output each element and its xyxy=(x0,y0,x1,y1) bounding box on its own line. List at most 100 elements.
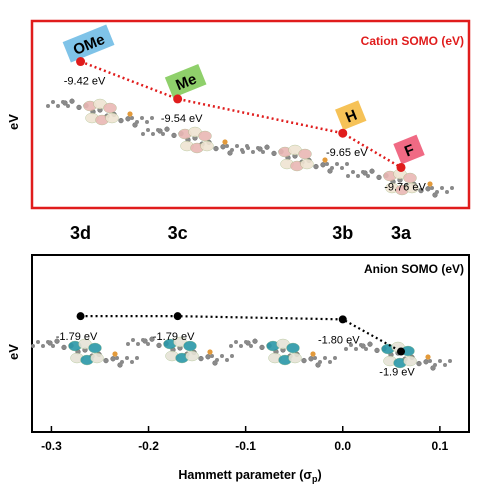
anion-y-axis-label: eV xyxy=(6,344,21,360)
compound-label: 3b xyxy=(332,223,353,243)
anion-data-point xyxy=(397,347,406,356)
substituent-tag: OMe xyxy=(62,24,115,63)
anion-energy-label: -1.79 eV xyxy=(56,331,98,343)
cation-molecule-phosphorus-atom xyxy=(322,157,328,163)
cation-molecule-atom xyxy=(230,148,234,152)
anion-molecule-atom xyxy=(210,354,214,358)
cation-molecule-atom xyxy=(271,150,277,157)
cation-trend-line xyxy=(80,60,402,169)
cation-molecule-atom xyxy=(366,174,370,178)
anion-molecule-atom xyxy=(229,344,233,348)
cation-molecule-atom xyxy=(330,166,334,170)
cation-molecule-atom xyxy=(76,104,82,111)
anion-plot-frame xyxy=(31,254,470,433)
anion-energy-label: -1.80 eV xyxy=(318,334,360,346)
anion-somo-panel: Anion SOMO (eV) eV -1.79 eV -1.79 eV -1.80… xyxy=(6,254,470,484)
anion-molecule-orbital-lobe xyxy=(403,355,417,367)
cation-molecule-atom xyxy=(130,116,134,120)
cation-molecule-atom xyxy=(335,162,339,166)
anion-data-point xyxy=(173,312,182,321)
anion-molecule-atom xyxy=(126,342,130,346)
cation-molecule-atom xyxy=(135,120,139,124)
anion-molecule-atom xyxy=(367,341,373,347)
x-tick-label: 0.1 xyxy=(432,439,449,453)
compound-labels: 3d 3c 3b 3a xyxy=(70,223,412,243)
cation-molecule-orbital-lobe xyxy=(403,172,417,184)
anion-trend-line xyxy=(80,315,402,353)
cation-molecule-phosphorus-atom xyxy=(127,111,133,117)
substituent-tag-box xyxy=(335,100,367,131)
anion-molecule-orbital-lobe xyxy=(88,342,102,354)
anion-molecule-orbital-lobe xyxy=(185,350,199,362)
cation-molecule-orbital-lobe xyxy=(198,130,212,142)
anion-molecule-atom xyxy=(120,360,124,364)
x-axis: -0.3 -0.2 -0.1 0.0 0.1 xyxy=(41,426,449,453)
cation-panel-title: Cation SOMO (eV) xyxy=(361,34,464,48)
anion-molecule-atom xyxy=(443,363,447,367)
anion-molecule-atom xyxy=(156,342,162,349)
cation-molecule-atom xyxy=(220,144,226,150)
substituent-tag-box xyxy=(393,134,425,165)
cation-energy-label: -9.54 eV xyxy=(161,113,203,125)
anion-molecule-atom xyxy=(438,359,442,363)
anion-molecule-phosphorus-atom xyxy=(112,351,118,357)
anion-molecule-atom xyxy=(54,338,60,344)
anion-molecule-orbital-lobe xyxy=(183,340,197,352)
anion-molecule-atom xyxy=(110,356,116,362)
cation-molecule-orbital-lobe xyxy=(298,148,312,160)
anion-molecule-atom xyxy=(433,363,437,367)
anion-molecule-atom xyxy=(354,347,358,351)
cation-data-point xyxy=(173,94,183,104)
cation-molecule-atom xyxy=(125,116,131,122)
compound-label: 3c xyxy=(168,223,188,243)
anion-molecule-atom xyxy=(249,344,253,348)
anion-molecule-atom xyxy=(318,360,322,364)
cation-molecule-atom xyxy=(264,144,270,150)
anion-molecule-atom xyxy=(416,361,422,367)
anion-molecule-atom xyxy=(36,340,40,344)
cation-molecule-atom xyxy=(46,104,50,108)
anion-molecule-atom xyxy=(252,338,258,344)
cation-molecule-atom xyxy=(66,104,70,108)
cation-molecule-orbital-lobe xyxy=(300,158,314,170)
cation-molecule-atom xyxy=(150,116,154,120)
anion-molecule-atom xyxy=(333,356,337,360)
x-axis-title: Hammett parameter (σp) xyxy=(178,468,321,484)
anion-molecule-atom xyxy=(225,358,229,362)
anion-molecule-atom xyxy=(130,360,134,364)
anion-molecule-atom xyxy=(239,344,243,348)
cation-molecule-atom xyxy=(345,162,349,166)
anion-molecule-atom xyxy=(308,356,314,362)
anion-molecule-atom xyxy=(359,343,363,347)
x-tick-label: 0.0 xyxy=(334,439,351,453)
cation-molecule-atom xyxy=(241,150,245,154)
substituent-label: Me xyxy=(173,71,199,95)
x-tick-label: -0.3 xyxy=(41,439,62,453)
compound-label: 3d xyxy=(70,223,91,243)
anion-molecule-orbital-lobe xyxy=(286,342,300,354)
cation-molecule-atom xyxy=(56,104,60,108)
cation-molecule-atom xyxy=(325,162,329,166)
anion-molecule-atom xyxy=(448,359,452,363)
anion-molecule-atom xyxy=(198,356,204,362)
anion-energy-label: -1.79 eV xyxy=(153,331,195,343)
substituent-tag: H xyxy=(335,100,367,131)
anion-molecule-atom xyxy=(301,358,307,364)
anion-panel-title: Anion SOMO (eV) xyxy=(364,262,464,276)
cation-data-point xyxy=(338,128,348,138)
substituent-tag-box xyxy=(164,63,207,98)
cation-molecule-phosphorus-atom xyxy=(427,181,433,187)
cation-molecule-atom xyxy=(361,170,365,174)
anion-molecule-atom xyxy=(46,340,50,344)
cation-molecule-atom xyxy=(440,186,444,190)
cation-molecule-atom xyxy=(425,186,431,192)
cation-molecule-atom xyxy=(69,98,75,104)
cation-molecule-atom xyxy=(351,170,355,174)
anion-molecule-atom xyxy=(41,344,45,348)
x-axis-label-subscript: p xyxy=(312,474,318,484)
anion-data-point xyxy=(76,312,85,321)
cation-molecule-atom xyxy=(51,100,55,104)
cation-molecule-atom xyxy=(435,190,439,194)
anion-molecule-atom xyxy=(374,347,380,354)
cation-molecule-atom xyxy=(140,116,144,120)
